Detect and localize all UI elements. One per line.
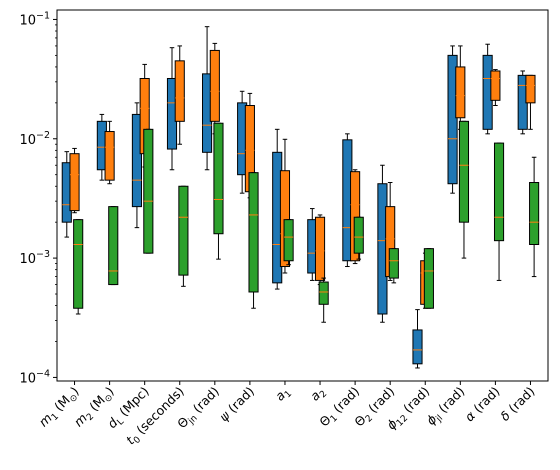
box-s2-c12 [455,45,466,130]
label-sub: 2 [318,389,329,400]
box-s3-c1 [73,219,84,315]
box-body [279,170,291,268]
box-body [69,153,80,212]
box-s3-c14 [529,156,540,278]
y-tick-label: 10−4 [19,368,50,386]
box-s3-c8 [318,277,329,323]
box-s3-c7 [283,219,294,266]
box-body [178,185,189,276]
box-s3-c5 [213,122,224,260]
y-tick-exponent: −3 [36,249,50,260]
box-s3-c11 [423,248,434,309]
box-body [447,54,458,185]
box-body [174,60,185,122]
box-s3-c6 [248,172,259,309]
box-body [73,219,84,309]
box-s3-c13 [493,142,505,281]
plot-frame [56,9,549,382]
y-tick-exponent: −4 [36,368,50,379]
box-body [213,122,224,235]
box-s3-c3 [143,128,154,254]
y-tick-base: 10 [19,371,36,386]
label-sub: 1 [283,389,294,400]
box-body [104,131,115,181]
box-body [493,142,505,242]
y-tick-label: 10−2 [19,130,50,148]
box-body [108,206,119,286]
box-s2-c5 [209,42,220,135]
box-body [458,120,470,223]
x-axis: m1 (M⊙)m2 (M⊙)dL (Mpc)t0 (seconds)Θjn (r… [36,381,538,447]
box-s2-c4 [174,45,185,145]
box-s3-c12 [458,120,470,259]
y-tick-exponent: −2 [36,130,50,141]
box-s2-c13 [490,69,501,107]
box-body [423,248,434,309]
box-body [209,49,220,122]
box-body [412,329,423,365]
y-tick-label: 10−3 [19,249,50,267]
label-sub: L [115,417,126,428]
box-s1-c3 [131,102,142,229]
box-s2-c8 [314,214,326,286]
box-body [283,219,294,262]
box-body [131,113,142,208]
box-body [353,216,364,254]
box-body [350,171,361,262]
y-tick-exponent: −1 [36,10,50,21]
box-s2-c14 [525,74,536,130]
box-body [529,182,540,246]
label-sub: 1 [329,414,340,425]
y-tick-base: 10 [19,252,36,267]
label-sub: jl [434,414,445,425]
y-tick-label: 10−1 [19,10,50,28]
box-body [248,172,259,293]
box-s2-c2 [104,120,115,185]
box-body [388,248,399,279]
box-body [490,70,501,101]
box-s2-c1 [69,147,80,214]
label-sub: 0 [132,435,143,446]
box-s1-c4 [166,47,178,171]
box-s1-c11 [412,309,423,369]
label-sub: 2 [364,414,375,425]
box-body [143,128,154,254]
label-sub: 1 [50,412,61,423]
box-body [318,281,329,305]
box-body [525,74,536,104]
box-s1-c12 [447,45,458,194]
box-body [455,66,466,119]
label-sub: 2 [85,412,96,423]
y-tick-base: 10 [19,13,36,28]
y-tick-base: 10 [19,133,36,148]
plot-area [61,26,540,369]
box-s3-c2 [108,206,119,286]
box-s2-c9 [350,169,361,265]
box-s3-c9 [353,216,364,260]
box-body [314,216,326,281]
box-s3-c4 [178,185,189,287]
box-s3-c10 [388,248,399,284]
